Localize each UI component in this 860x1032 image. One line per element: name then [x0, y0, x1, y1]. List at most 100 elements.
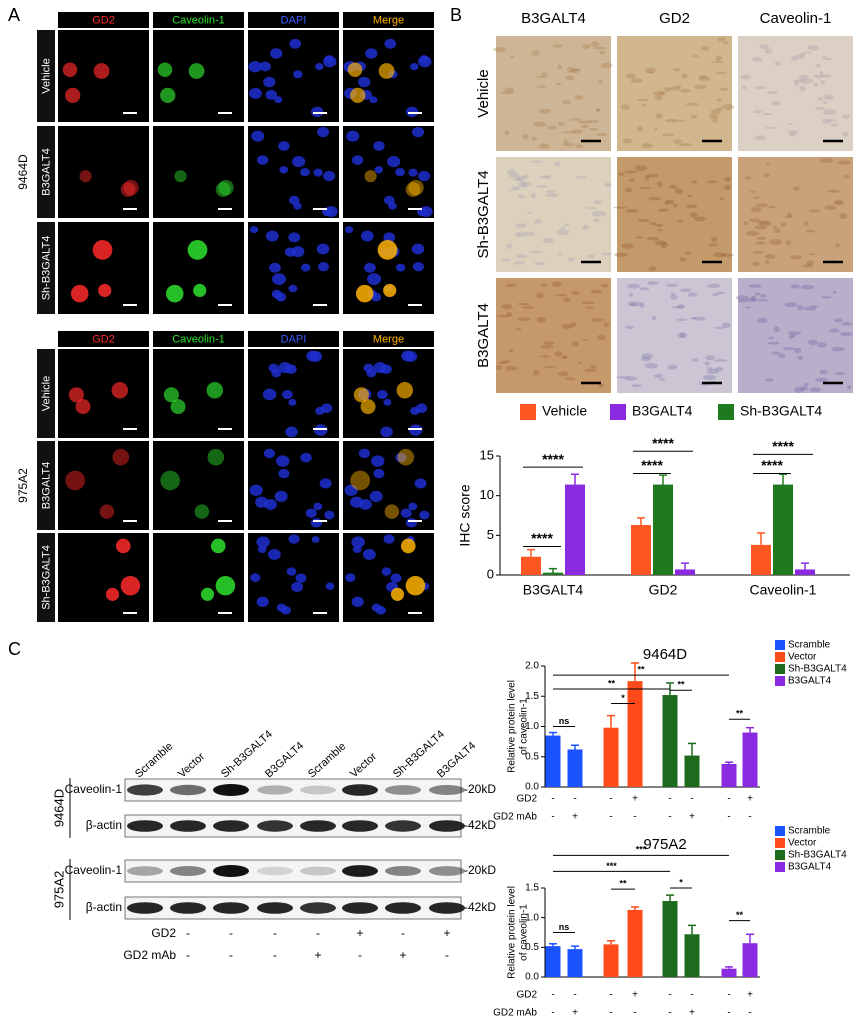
texture [639, 287, 650, 291]
band [170, 820, 206, 832]
stained-cell [215, 182, 231, 197]
texture [690, 316, 697, 319]
texture [505, 365, 518, 371]
significance-label: **** [531, 530, 553, 546]
cell-line-label: 9464D [51, 789, 66, 827]
texture [792, 79, 804, 83]
y-tick-label: 1.5 [525, 883, 539, 894]
bar [603, 944, 619, 977]
nucleus [315, 62, 324, 71]
stained-cell [207, 448, 225, 466]
texture [723, 184, 732, 191]
texture [595, 108, 601, 112]
stained-cell [378, 63, 395, 79]
texture [759, 44, 770, 50]
nucleus [289, 38, 302, 49]
texture [576, 120, 591, 124]
nucleus [265, 89, 277, 100]
texture [832, 290, 837, 294]
stained-cell [93, 63, 110, 79]
treatment-sign: + [689, 812, 695, 823]
micrograph [58, 441, 149, 530]
texture [787, 130, 799, 135]
stained-cell [65, 470, 86, 491]
y-tick-label: 1.0 [525, 912, 539, 923]
texture [540, 345, 554, 349]
texture [765, 162, 772, 165]
nucleus [268, 363, 279, 373]
bar [627, 681, 643, 787]
texture [603, 322, 610, 328]
texture [564, 223, 570, 227]
significance-label: ** [736, 709, 744, 719]
band [127, 784, 163, 796]
treatment-sign: + [632, 794, 638, 805]
texture [674, 188, 684, 195]
treatment-sign: - [316, 926, 320, 940]
texture [629, 292, 634, 297]
texture [580, 124, 589, 129]
stained-cell [405, 575, 426, 596]
nucleus [415, 403, 428, 414]
texture [561, 355, 568, 360]
texture [751, 295, 757, 302]
texture [810, 305, 819, 308]
texture [814, 377, 828, 382]
nucleus [262, 388, 277, 401]
texture [745, 230, 760, 236]
texture [801, 264, 814, 268]
size-label: -42kD [464, 818, 496, 832]
texture [653, 128, 658, 132]
texture [824, 204, 837, 211]
channel-header [248, 12, 339, 28]
y-tick-label: 5 [487, 527, 494, 542]
treatment-sign: + [632, 990, 638, 1001]
panel-label: A [8, 5, 20, 25]
condition-label: Sh-B3GALT4 [40, 545, 52, 610]
texture [797, 355, 804, 361]
stained-cell [347, 62, 363, 77]
texture [794, 386, 805, 393]
texture [809, 209, 821, 213]
texture [571, 68, 583, 71]
texture [764, 172, 770, 178]
nucleus [380, 426, 393, 438]
treatment-sign: - [727, 1008, 730, 1019]
treatment-sign: + [443, 926, 450, 940]
texture [647, 281, 659, 285]
nucleus [300, 168, 310, 177]
texture [565, 75, 575, 81]
treatment-sign: - [401, 926, 405, 940]
texture [514, 260, 525, 265]
texture [505, 283, 517, 288]
treatment-label: GD2 [516, 794, 537, 805]
treatment-label: GD2 [516, 990, 537, 1001]
nucleus [276, 603, 287, 612]
texture [806, 260, 815, 266]
texture [629, 303, 637, 307]
texture [637, 126, 643, 132]
texture [678, 219, 683, 223]
significance-label: ** [736, 910, 744, 920]
nucleus [286, 567, 297, 576]
nucleus [346, 130, 360, 142]
stained-cell [98, 283, 112, 298]
texture [557, 371, 569, 377]
texture [840, 331, 853, 337]
texture [522, 306, 535, 309]
channel-label: Caveolin-1 [172, 14, 225, 26]
stained-cell [384, 504, 400, 519]
texture [658, 91, 667, 96]
texture [822, 100, 828, 105]
nucleus [316, 243, 330, 255]
stained-cell [115, 538, 131, 554]
texture [571, 341, 580, 347]
texture [756, 236, 767, 241]
texture [824, 57, 833, 61]
stained-cell [350, 87, 366, 103]
ihc-image [496, 157, 611, 272]
channel-header [153, 331, 244, 347]
nucleus [313, 168, 323, 177]
texture [752, 196, 760, 199]
texture [741, 85, 747, 90]
